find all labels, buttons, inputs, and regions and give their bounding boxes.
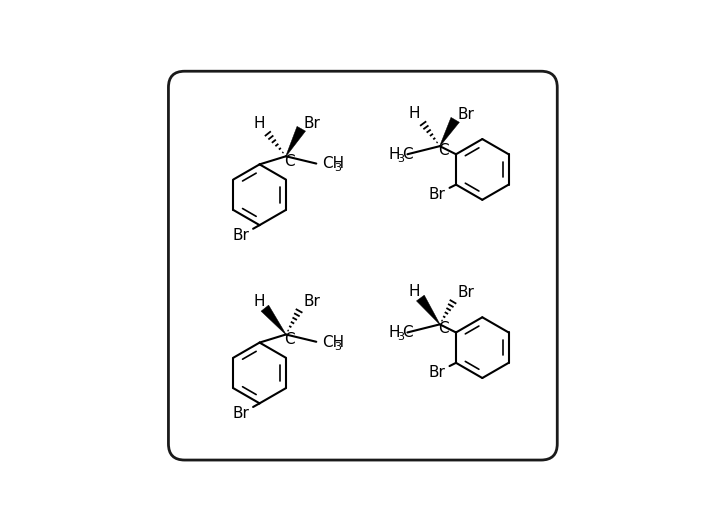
- Text: 3: 3: [334, 341, 341, 352]
- FancyBboxPatch shape: [169, 71, 557, 460]
- Text: Br: Br: [457, 107, 474, 122]
- Polygon shape: [261, 305, 286, 335]
- Text: Br: Br: [232, 406, 249, 421]
- Text: H: H: [253, 116, 265, 131]
- Text: C: C: [438, 143, 449, 158]
- Text: 3: 3: [397, 154, 404, 164]
- Text: Br: Br: [232, 228, 249, 243]
- Text: CH: CH: [322, 335, 344, 350]
- Text: Br: Br: [457, 285, 474, 300]
- Text: Br: Br: [429, 365, 446, 380]
- Text: C: C: [401, 326, 412, 340]
- Polygon shape: [286, 126, 306, 156]
- Text: 3: 3: [334, 164, 341, 174]
- Text: H: H: [253, 294, 265, 309]
- Text: C: C: [284, 154, 295, 169]
- Polygon shape: [416, 295, 440, 325]
- Text: Br: Br: [429, 187, 446, 202]
- Text: H: H: [409, 284, 421, 299]
- Polygon shape: [440, 117, 459, 146]
- Text: CH: CH: [322, 156, 344, 171]
- Text: H: H: [409, 106, 421, 121]
- Text: 3: 3: [397, 332, 404, 342]
- Text: C: C: [284, 332, 295, 347]
- Text: H: H: [388, 326, 400, 340]
- Text: H: H: [388, 147, 400, 162]
- Text: Br: Br: [304, 116, 320, 130]
- Text: C: C: [401, 147, 412, 162]
- Text: C: C: [438, 321, 449, 336]
- Text: Br: Br: [304, 294, 320, 309]
